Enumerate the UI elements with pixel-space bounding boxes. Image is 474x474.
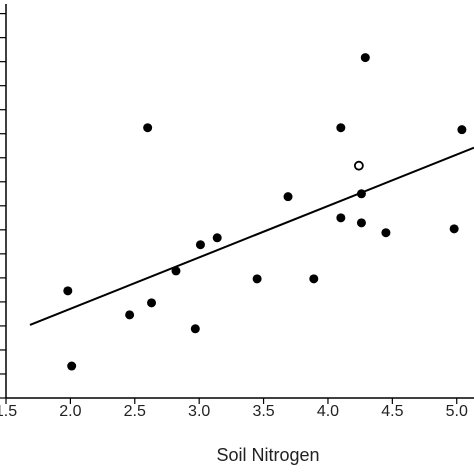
x-tick-label: 2.0 xyxy=(59,403,81,420)
x-tick-label: 5.0 xyxy=(446,403,468,420)
point xyxy=(356,189,366,199)
x-tick-label: 1.5 xyxy=(0,403,17,420)
x-tick-label: 4.0 xyxy=(317,403,339,420)
point xyxy=(63,286,73,296)
point xyxy=(147,298,157,308)
x-tick-label: 2.5 xyxy=(124,403,146,420)
point xyxy=(171,266,181,276)
point xyxy=(336,123,346,133)
point xyxy=(381,228,391,238)
point xyxy=(449,224,459,234)
fit-line xyxy=(29,146,474,326)
point xyxy=(283,192,293,202)
x-tick-label: 3.0 xyxy=(188,403,210,420)
point xyxy=(309,274,319,284)
point xyxy=(212,233,222,243)
point xyxy=(356,218,366,228)
point xyxy=(336,213,346,223)
point xyxy=(190,324,200,334)
point xyxy=(143,123,153,133)
open-point xyxy=(353,160,364,171)
x-axis-label: Soil Nitrogen xyxy=(216,445,319,465)
point xyxy=(457,125,467,135)
point xyxy=(360,53,370,63)
point xyxy=(252,274,262,284)
x-tick-label: 3.5 xyxy=(252,403,274,420)
x-tick-label: 4.5 xyxy=(381,403,403,420)
point xyxy=(67,361,77,371)
point xyxy=(195,240,205,250)
point xyxy=(125,310,135,320)
